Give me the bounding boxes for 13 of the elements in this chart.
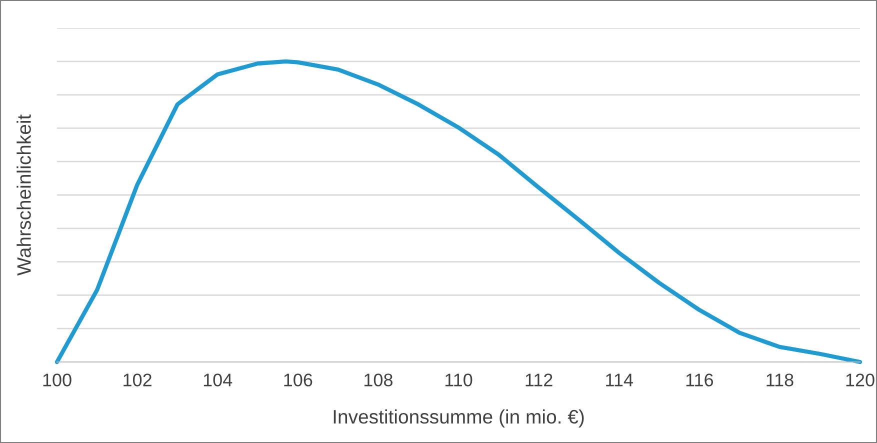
x-tick-label: 114 xyxy=(606,374,633,386)
x-tick-label: 102 xyxy=(124,374,152,386)
x-tick-label: 108 xyxy=(364,374,392,386)
x-tick-label: 116 xyxy=(686,374,714,386)
x-tick-label: 118 xyxy=(766,374,794,386)
x-tick-label: 112 xyxy=(526,374,552,386)
x-axis-title: Investitionssumme (in mio. €) xyxy=(334,409,584,428)
y-axis-title: Wahrscheinlichkeit xyxy=(16,114,31,276)
x-tick-label: 100 xyxy=(43,374,72,386)
x-tick-label: 120 xyxy=(846,374,874,386)
x-tick-label: 106 xyxy=(284,374,312,386)
x-tick-label: 104 xyxy=(204,374,232,386)
x-tick-label: 110 xyxy=(445,374,472,386)
